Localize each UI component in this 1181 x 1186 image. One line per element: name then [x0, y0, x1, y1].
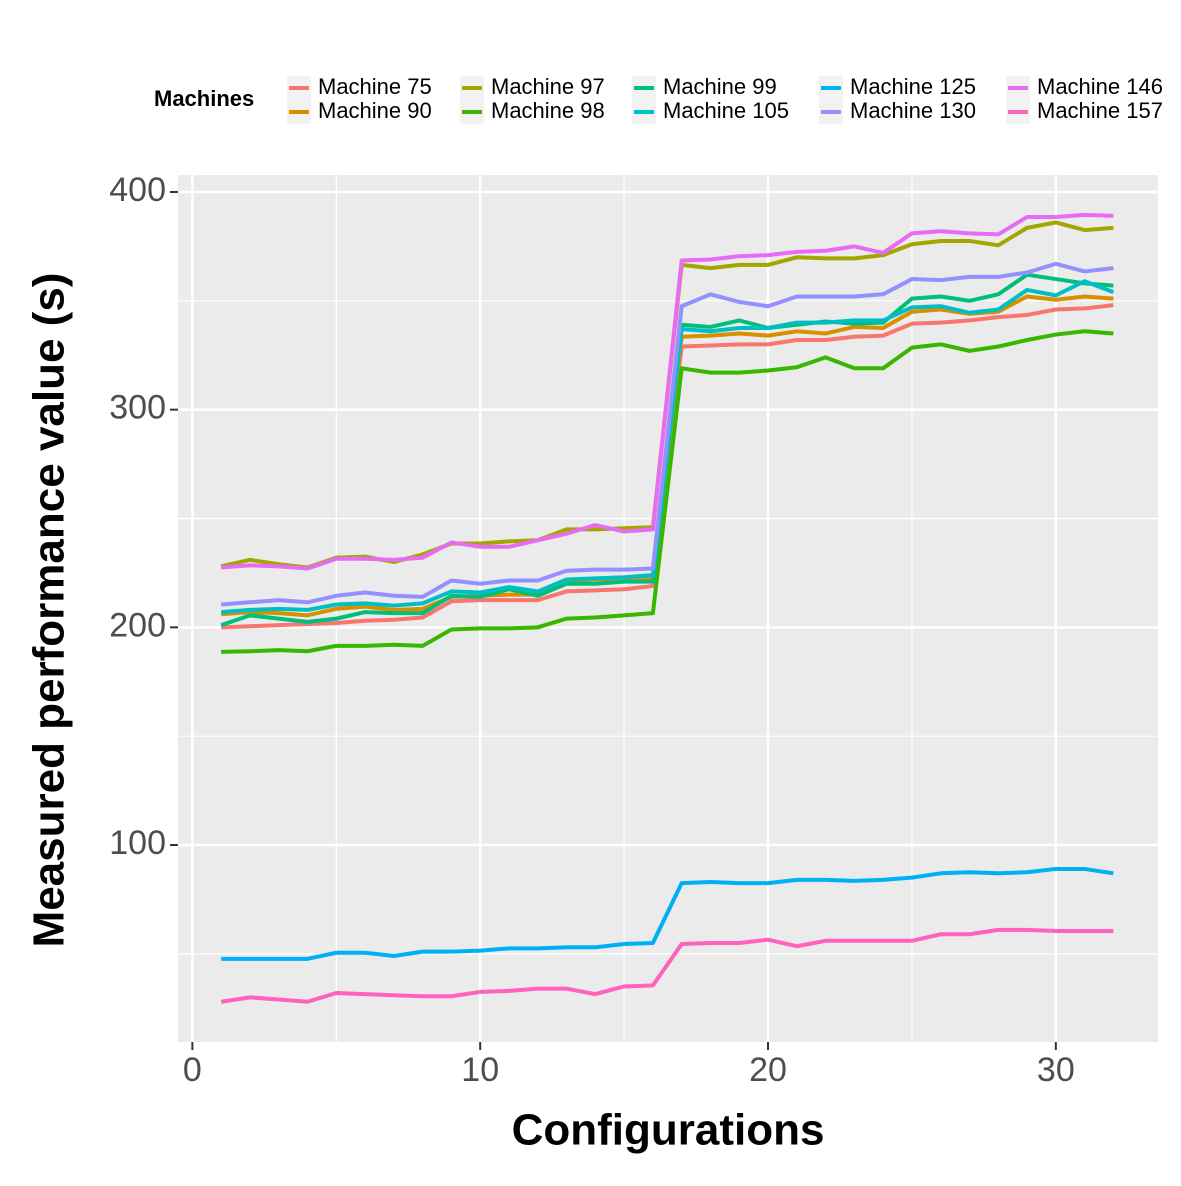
line-series	[221, 212, 1114, 571]
y-tick-label: 100	[109, 824, 166, 862]
y-tick-label: 200	[109, 606, 166, 644]
legend-label: Machine 97	[491, 74, 605, 99]
line-series	[221, 261, 1114, 607]
y-tick-label: 300	[109, 389, 166, 427]
legend-label: Machine 98	[491, 98, 605, 123]
legend-label: Machine 125	[850, 74, 976, 99]
legend-label: Machine 146	[1037, 74, 1163, 99]
legend-label: Machine 99	[663, 74, 777, 99]
x-axis-label: Configurations	[512, 1106, 825, 1155]
x-tick-label: 20	[749, 1051, 787, 1089]
legend-label: Machine 90	[318, 98, 432, 123]
y-axis-label: Measured performance value (s)	[25, 273, 74, 948]
x-tick-label: 0	[183, 1051, 202, 1089]
legend-label: Machine 157	[1037, 98, 1163, 123]
legend-label: Machine 130	[850, 98, 976, 123]
line-series	[221, 866, 1114, 961]
x-tick-label: 10	[461, 1051, 499, 1089]
y-tick-label: 400	[109, 171, 166, 209]
line-series	[220, 927, 1114, 1004]
legend-label: Machine 75	[318, 74, 432, 99]
legend-label: Machine 105	[663, 98, 789, 123]
x-tick-label: 30	[1037, 1051, 1075, 1089]
legend-title: Machines	[154, 86, 254, 111]
line-series	[221, 329, 1114, 654]
